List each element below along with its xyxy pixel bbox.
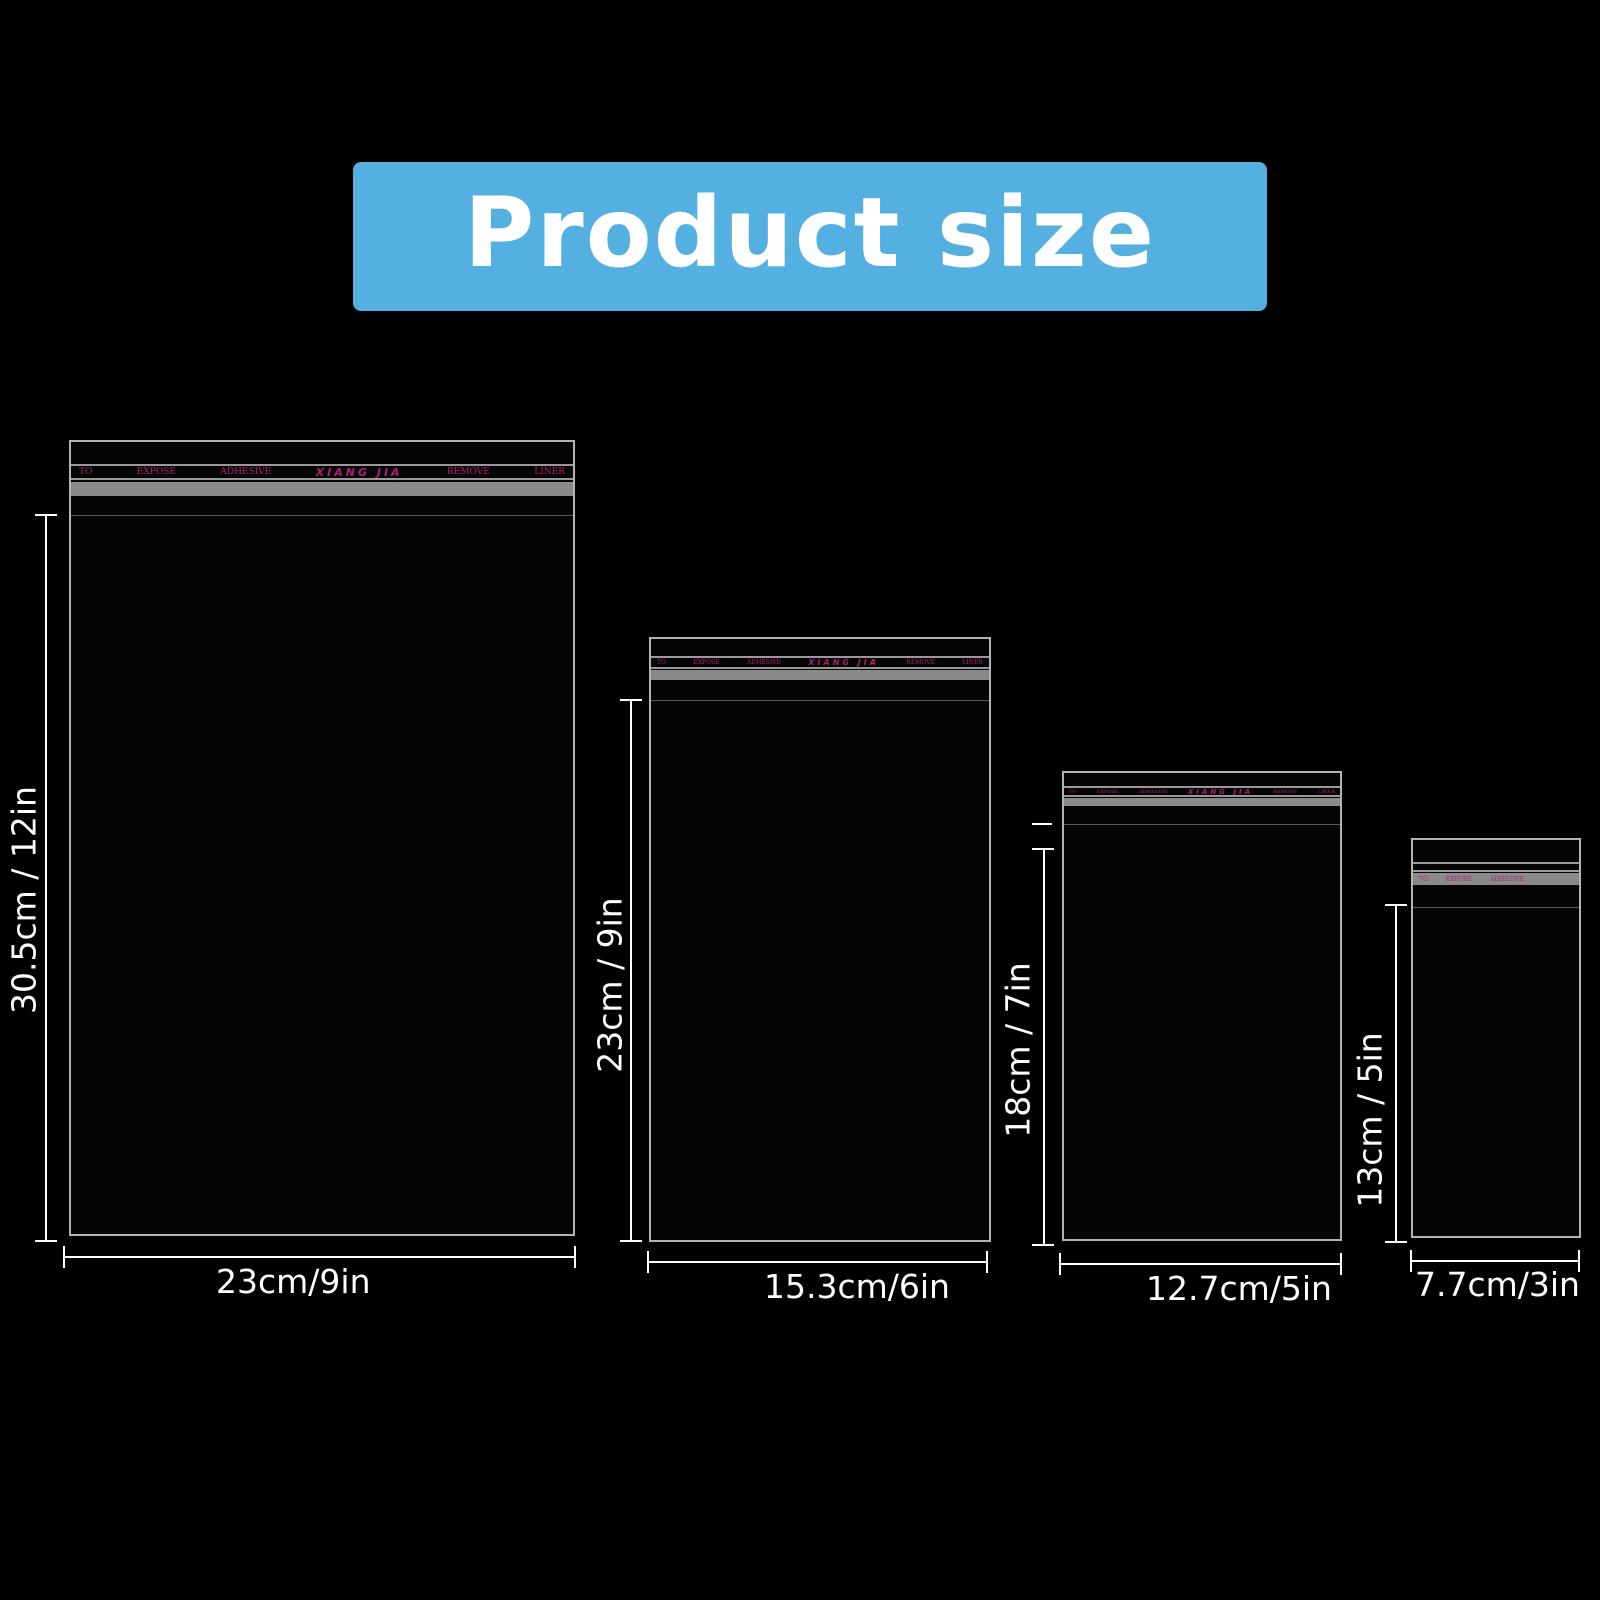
- liner-brand: XIANG JIA: [808, 658, 879, 667]
- dimension-tick: [1059, 1253, 1061, 1275]
- bag-medium: TO EXPOSE ADHESIVE XIANG JIA REMOVE LINE…: [649, 637, 991, 1242]
- liner-word: TO: [79, 467, 93, 477]
- dimension-tick: [620, 699, 642, 701]
- bag-extra-small-height-label: 13cm / 5in: [1350, 1032, 1390, 1208]
- seal-line: [71, 515, 573, 516]
- seal-line: [1413, 907, 1579, 908]
- adhesive-liner-text: TO EXPOSE ADHESIVE XIANG JIA REMOVE LINE…: [71, 466, 573, 478]
- liner-word: ADHESIVE: [746, 659, 781, 666]
- bag-medium-height-label: 23cm / 9in: [590, 897, 630, 1073]
- flap-line: [651, 656, 989, 658]
- width-dimension-line: [1059, 1263, 1342, 1265]
- seal-strip: [1064, 798, 1340, 806]
- bag-extra-small: TO EXPOSE ADHESIVE: [1411, 838, 1581, 1238]
- flap-line: [71, 478, 573, 480]
- bag-small-height-label: 18cm / 7in: [998, 962, 1038, 1138]
- bag-extra-small-width-label: 7.7cm/3in: [1415, 1265, 1580, 1304]
- width-dimension-line: [63, 1256, 576, 1258]
- seal-strip: [1413, 873, 1579, 885]
- adhesive-liner-text: TO EXPOSE ADHESIVE: [1413, 874, 1579, 884]
- liner-word: EXPOSE: [1445, 875, 1473, 883]
- adhesive-liner-text: TO EXPOSE ADHESIVE XIANG JIA REMOVE LINE…: [651, 658, 989, 667]
- dimension-tick: [986, 1251, 988, 1273]
- liner-word: REMOVE: [906, 659, 935, 666]
- dimension-tick: [1410, 1250, 1412, 1272]
- liner-word: LINER: [534, 467, 565, 477]
- liner-word: EXPOSE: [136, 467, 176, 477]
- adhesive-liner-text: TO EXPOSE ADHESIVE XIANG JIA REMOVE LINE…: [1064, 788, 1340, 795]
- liner-word: EXPOSE: [1096, 788, 1119, 795]
- flap-line: [1064, 795, 1340, 797]
- liner-word: REMOVE: [446, 467, 490, 477]
- dimension-tick: [647, 1251, 649, 1273]
- seal-line: [651, 700, 989, 701]
- liner-brand: XIANG JIA: [1187, 788, 1254, 795]
- dimension-tick: [35, 514, 57, 516]
- liner-word: LINER: [1317, 788, 1335, 795]
- seal-strip: [71, 482, 573, 496]
- bag-small-width-label: 12.7cm/5in: [1146, 1269, 1332, 1308]
- bag-large-width-label: 23cm/9in: [216, 1262, 371, 1301]
- liner-word: LINER: [962, 659, 983, 666]
- liner-word: EXPOSE: [693, 659, 720, 666]
- width-dimension-line: [1410, 1260, 1580, 1262]
- width-dimension-line: [647, 1261, 988, 1263]
- dimension-tick: [1385, 904, 1407, 906]
- height-dimension-line: [630, 699, 632, 1241]
- bag-medium-width-label: 15.3cm/6in: [764, 1267, 950, 1306]
- seal-line: [1064, 824, 1340, 825]
- liner-brand: XIANG JIA: [315, 466, 403, 478]
- liner-word: TO: [657, 659, 666, 666]
- dimension-tick: [1032, 848, 1054, 850]
- dimension-tick: [1340, 1253, 1342, 1275]
- height-dimension-line: [1043, 848, 1045, 1245]
- height-dimension-line: [1395, 904, 1397, 1243]
- bag-large-height-label: 30.5cm / 12in: [4, 786, 44, 1014]
- liner-word: TO: [1069, 788, 1077, 795]
- flap-line: [1064, 786, 1340, 788]
- flap-line: [651, 667, 989, 669]
- dimension-tick: [1578, 1250, 1580, 1272]
- bag-large: TO EXPOSE ADHESIVE XIANG JIA REMOVE LINE…: [69, 440, 575, 1236]
- dimension-tick: [574, 1246, 576, 1268]
- liner-word: TO: [1419, 875, 1428, 883]
- dimension-tick: [620, 1240, 642, 1242]
- liner-word: ADHESIVE: [1139, 788, 1168, 795]
- dimension-tick: [1032, 823, 1052, 825]
- flap-line: [1413, 862, 1579, 864]
- height-dimension-line: [45, 514, 47, 1242]
- liner-word: REMOVE: [1273, 788, 1298, 795]
- dimension-tick: [63, 1246, 65, 1268]
- title-banner: Product size: [353, 162, 1267, 311]
- flap-line: [71, 464, 573, 466]
- dimension-tick: [1385, 1241, 1407, 1243]
- dimension-tick: [1032, 1244, 1054, 1246]
- bag-small: TO EXPOSE ADHESIVE XIANG JIA REMOVE LINE…: [1062, 771, 1342, 1241]
- dimension-tick: [35, 1240, 57, 1242]
- liner-word: ADHESIVE: [220, 467, 272, 477]
- seal-strip: [651, 670, 989, 680]
- liner-word: ADHESIVE: [1490, 875, 1524, 883]
- flap-line: [1413, 870, 1579, 872]
- banner-title: Product size: [464, 176, 1156, 289]
